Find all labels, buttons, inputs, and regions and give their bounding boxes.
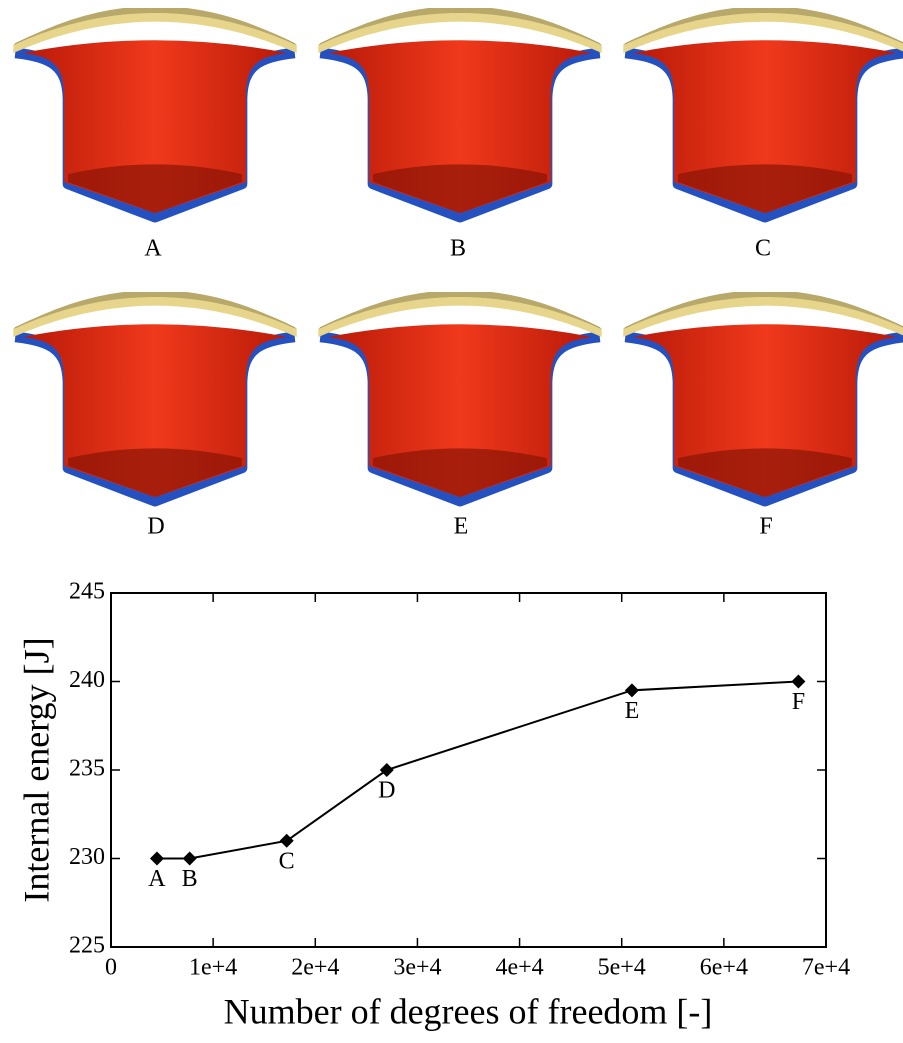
y-tick-label: 235 [69,756,105,782]
data-point [280,834,294,848]
data-point [625,683,639,697]
x-tick-label: 1e+4 [189,955,237,981]
render [318,290,601,501]
render [13,290,296,501]
y-tick-label: 230 [69,844,105,870]
point-label: A [148,866,166,892]
data-point [183,852,197,866]
panel-label: F [759,514,772,540]
panel-label: A [144,236,162,262]
x-tick-label: 6e+4 [700,955,748,981]
point-label: F [792,689,805,715]
y-tick-label: 245 [69,579,105,605]
panel-label: E [454,514,469,540]
point-label: B [182,866,198,892]
data-point [791,675,805,689]
x-tick-label: 7e+4 [802,955,850,981]
render [318,6,601,217]
data-point [150,852,164,866]
x-tick-label: 2e+4 [291,955,339,981]
panel-label: B [450,236,466,262]
x-tick-label: 5e+4 [598,955,646,981]
panel-label: D [147,514,164,540]
data-line [157,682,798,859]
panels: A B C D E F [13,6,903,539]
x-tick-label: 3e+4 [393,955,441,981]
y-axis-label: Internal energy [J] [16,637,56,902]
y-tick-label: 225 [69,933,105,959]
x-tick-label: 0 [105,955,117,981]
point-label: C [279,848,295,874]
panel-label: C [755,236,771,262]
data-point [380,763,394,777]
point-label: E [625,698,640,724]
plot-frame [111,593,826,947]
render [623,6,903,217]
y-tick-label: 240 [69,667,105,693]
x-tick-label: 4e+4 [495,955,543,981]
point-label: D [378,778,395,804]
x-axis-label: Number of degrees of freedom [-] [224,991,713,1031]
render [623,290,903,501]
figure: A B C D E F Number of degrees of freedom… [0,0,903,1038]
render [13,6,296,217]
